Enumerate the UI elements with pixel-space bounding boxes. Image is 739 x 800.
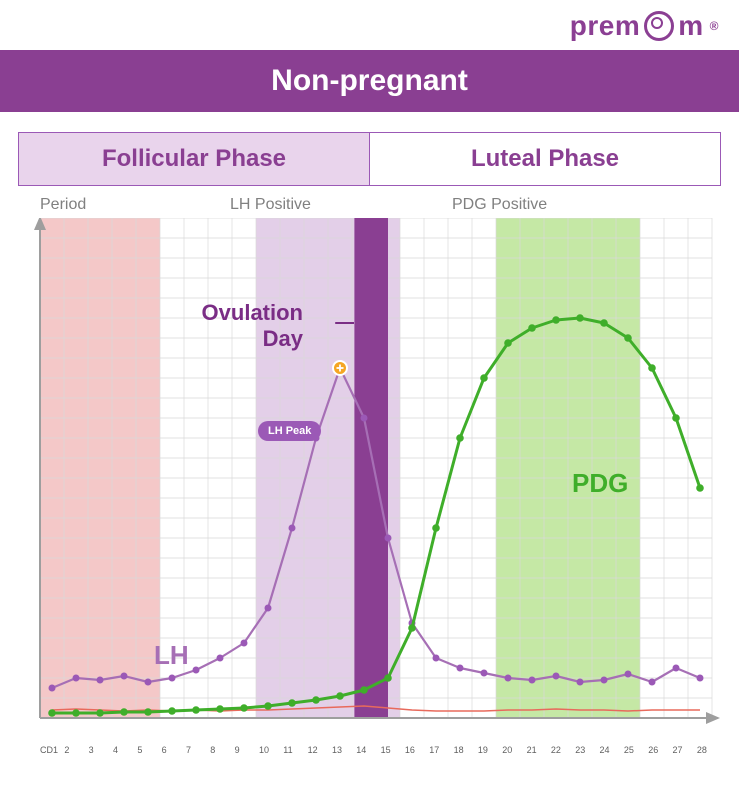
phase-follicular: Follicular Phase — [19, 133, 370, 185]
xaxis-tick: 20 — [502, 745, 526, 755]
lh-peak-badge: LH Peak — [258, 421, 321, 441]
zone-label-lhpositive: LH Positive — [140, 196, 380, 214]
xaxis-tick: 24 — [600, 745, 624, 755]
xaxis-tick: 3 — [89, 745, 113, 755]
xaxis-tick: 7 — [186, 745, 210, 755]
ovulation-day-label: OvulationDay — [173, 300, 303, 353]
xaxis-tick: 12 — [308, 745, 332, 755]
xaxis-tick: 14 — [356, 745, 380, 755]
xaxis-tick: 19 — [478, 745, 502, 755]
xaxis-tick: 17 — [429, 745, 453, 755]
xaxis-tick: 11 — [283, 745, 307, 755]
zone-label-pdgpositive: PDG Positive — [380, 196, 721, 214]
xaxis-tick: 18 — [454, 745, 478, 755]
title-bar: Non-pregnant — [0, 50, 739, 112]
logo-registered: ® — [710, 19, 719, 33]
brand-logo: prem m ® — [0, 0, 739, 50]
xaxis-tick: 9 — [235, 745, 259, 755]
zone-labels: Period LH Positive PDG Positive — [40, 196, 721, 214]
zone-label-period: Period — [40, 196, 140, 214]
xaxis-tick: 13 — [332, 745, 356, 755]
phase-row: Follicular Phase Luteal Phase — [18, 132, 721, 186]
logo-text-pre: prem — [570, 10, 640, 42]
chart-area: OvulationDay LH PDG LH Peak — [18, 218, 721, 743]
x-axis-labels: CD12345678910111213141516171819202122232… — [40, 745, 721, 755]
xaxis-tick: 26 — [648, 745, 672, 755]
xaxis-tick: 5 — [137, 745, 161, 755]
xaxis-tick: 6 — [162, 745, 186, 755]
xaxis-tick: 23 — [575, 745, 599, 755]
xaxis-tick: 27 — [673, 745, 697, 755]
xaxis-tick: 28 — [697, 745, 721, 755]
logo-icon — [644, 11, 674, 41]
xaxis-tick: 16 — [405, 745, 429, 755]
xaxis-tick: 10 — [259, 745, 283, 755]
xaxis-tick: 2 — [64, 745, 88, 755]
xaxis-tick: 22 — [551, 745, 575, 755]
xaxis-tick: 4 — [113, 745, 137, 755]
xaxis-tick: 25 — [624, 745, 648, 755]
logo-text-post: m — [678, 10, 703, 42]
lh-series-label: LH — [154, 640, 189, 671]
title-text: Non-pregnant — [271, 64, 468, 97]
xaxis-tick: 8 — [210, 745, 234, 755]
pdg-series-label: PDG — [572, 468, 628, 499]
xaxis-tick: 15 — [381, 745, 405, 755]
xaxis-tick: CD1 — [40, 745, 64, 755]
xaxis-tick: 21 — [527, 745, 551, 755]
phase-luteal: Luteal Phase — [370, 133, 720, 185]
